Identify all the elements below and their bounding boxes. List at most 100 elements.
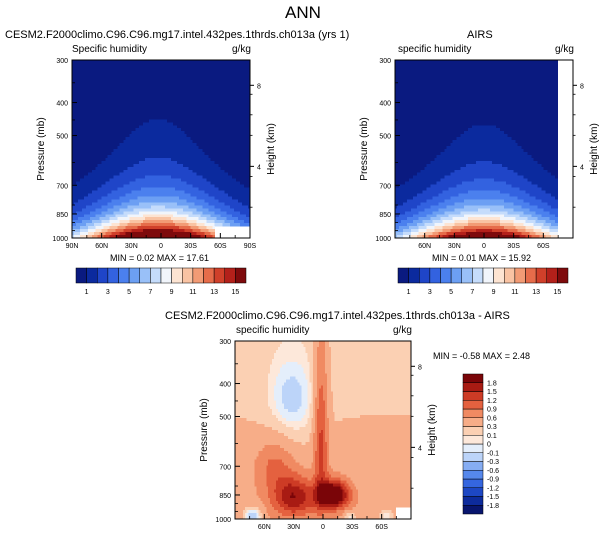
field-cell [111, 196, 115, 201]
field-cell [198, 211, 202, 215]
field-cell [178, 98, 182, 103]
field-cell [127, 68, 130, 73]
field-cell [115, 86, 119, 91]
field-cell [141, 77, 144, 82]
field-cell [135, 149, 138, 153]
field-cell [77, 205, 81, 209]
field-cell [72, 107, 75, 112]
field-cell [184, 178, 188, 183]
field-cell [72, 187, 75, 192]
field-cell [123, 74, 126, 79]
field-cell [178, 62, 182, 67]
field-cell [155, 220, 158, 224]
field-cell [85, 208, 89, 212]
field-cell [129, 140, 132, 144]
field-cell [180, 220, 184, 224]
field-cell [174, 119, 178, 123]
field-cell [180, 202, 184, 206]
field-cell [83, 172, 87, 177]
field-cell [117, 101, 121, 106]
field-cell [172, 166, 176, 171]
field-cell [145, 137, 148, 141]
field-cell [75, 110, 79, 114]
field-cell [204, 187, 208, 192]
field-cell [129, 205, 132, 209]
field-cell [153, 184, 156, 189]
field-cell [174, 95, 178, 100]
field-cell [159, 166, 162, 171]
field-cell [97, 187, 101, 192]
field-cell [216, 175, 219, 180]
field-cell [85, 128, 89, 132]
field-cell [232, 116, 235, 120]
field-cell [210, 146, 214, 150]
panel2-minmax: MIN = 0.01 MAX = 15.92 [432, 253, 532, 263]
field-cell [248, 181, 251, 186]
field-cell [155, 77, 158, 82]
field-cell [240, 89, 243, 94]
field-cell [159, 74, 162, 79]
field-cell [170, 166, 174, 171]
field-cell [155, 134, 158, 138]
field-cell [73, 175, 77, 180]
field-cell [121, 205, 125, 209]
field-cell [129, 60, 132, 64]
field-cell [125, 104, 128, 109]
field-cell [137, 74, 140, 79]
field-cell [89, 211, 93, 215]
field-cell [190, 134, 194, 138]
field-cell [111, 89, 115, 94]
field-cell [93, 149, 97, 153]
field-cell [93, 140, 97, 144]
field-cell [129, 217, 132, 221]
field-cell [141, 83, 144, 88]
field-cell [242, 60, 245, 64]
field-cell [72, 214, 75, 218]
field-cell [85, 134, 89, 138]
field-cell [208, 110, 212, 114]
field-cell [109, 205, 113, 209]
field-cell [135, 110, 138, 114]
field-cell [85, 86, 89, 91]
field-cell [168, 101, 172, 106]
field-cell [151, 101, 154, 106]
field-cell [210, 92, 214, 97]
field-cell [228, 193, 231, 198]
field-cell [97, 125, 101, 129]
field-cell [184, 68, 188, 73]
field-cell [164, 193, 168, 198]
field-cell [97, 223, 101, 227]
field-cell [103, 122, 107, 126]
field-cell [234, 143, 237, 147]
field-cell [103, 143, 107, 147]
field-cell [242, 196, 245, 201]
field-cell [73, 65, 77, 70]
field-cell [230, 208, 233, 212]
field-cell [238, 214, 241, 218]
field-cell [135, 196, 138, 201]
field-cell [198, 107, 202, 112]
field-cell [119, 220, 123, 224]
field-cell [161, 166, 164, 171]
field-cell [103, 137, 107, 141]
field-cell [206, 125, 210, 129]
field-cell [135, 80, 138, 85]
field-cell [107, 134, 111, 138]
field-cell [161, 181, 164, 186]
field-cell [101, 119, 105, 123]
field-cell [147, 89, 150, 94]
field-cell [93, 211, 97, 215]
field-cell [87, 178, 91, 183]
field-cell [228, 101, 231, 106]
field-cell [79, 113, 83, 117]
field-cell [101, 217, 105, 221]
field-cell [220, 169, 223, 174]
field-cell [79, 83, 83, 88]
field-cell [234, 71, 237, 76]
field-cell [208, 217, 212, 221]
field-cell [89, 223, 93, 227]
field-cell [192, 80, 196, 85]
field-cell [188, 163, 192, 168]
field-cell [91, 157, 95, 162]
field-cell [194, 157, 198, 162]
